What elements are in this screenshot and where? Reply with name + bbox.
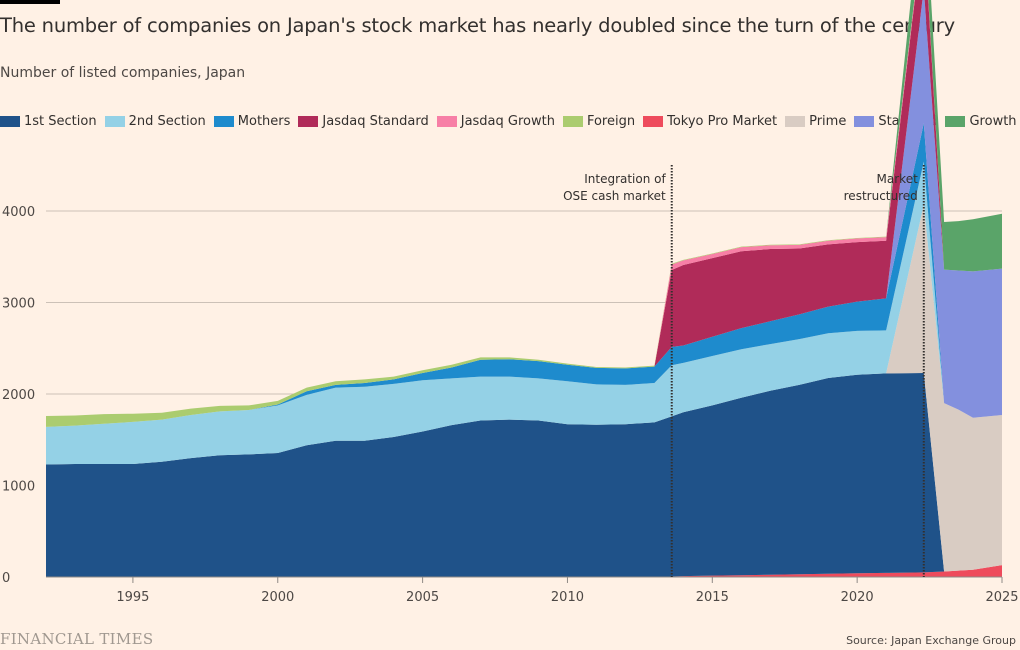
legend-swatch: [945, 116, 966, 127]
annotation-label: restructured: [844, 189, 918, 203]
legend-item-mothers: Mothers: [213, 114, 291, 129]
legend-label: 1st Section: [24, 114, 97, 129]
y-tick-label: 1000: [2, 480, 35, 495]
area-jasdaq-standard: [654, 0, 945, 367]
legend-label: Mothers: [237, 114, 291, 129]
legend-item-jasdaq-standard: Jasdaq Standard: [298, 114, 429, 129]
area-mothers: [248, 123, 945, 410]
annotations: Integration of OSE cash market Market restr…: [563, 165, 925, 577]
y-tick-label: 4000: [2, 205, 35, 220]
ft-brand-bar: [0, 0, 60, 4]
legend-label: Growth: [969, 114, 1017, 129]
x-axis: 1995 2000 2005 2010 2015 2020 2025: [46, 576, 1019, 605]
legend-item-2nd-section: 2nd Section: [104, 114, 206, 129]
legend-label: 2nd Section: [128, 114, 206, 129]
x-tick-label: 2025: [985, 590, 1018, 605]
chart-legend: 1st Section 2nd Section Mothers Jasdaq Stan…: [0, 114, 1020, 129]
y-tick-label: 2000: [2, 388, 35, 403]
legend-swatch: [436, 116, 457, 127]
legend-item-jasdaq-growth: Jasdaq Growth: [436, 114, 555, 129]
legend-swatch: [785, 116, 806, 127]
x-tick-label: 2010: [551, 590, 584, 605]
annotation-label: Market: [877, 172, 919, 186]
x-tick-label: 1995: [116, 590, 149, 605]
legend-item-1st-section: 1st Section: [0, 114, 97, 129]
area-2nd-section: [46, 161, 945, 465]
area-1st-section: [46, 373, 945, 577]
y-tick-label: 3000: [2, 297, 35, 312]
area-series: [46, 0, 1002, 577]
legend-item-foreign: Foreign: [562, 114, 636, 129]
chart-title: The number of companies on Japan's stock…: [0, 14, 955, 37]
legend-swatch: [0, 116, 20, 127]
legend-label: Jasdaq Standard: [322, 114, 429, 129]
y-axis: 0 1000 2000 3000 4000: [2, 205, 35, 586]
area-tokyo-pro-market: [654, 565, 1002, 577]
x-tick-label: 2000: [261, 590, 294, 605]
legend-swatch: [104, 116, 125, 127]
area-growth: [886, 0, 1002, 272]
legend-label: Foreign: [586, 114, 636, 129]
annotation-label: Integration of: [584, 172, 666, 186]
legend-swatch: [298, 116, 319, 127]
legend-swatch: [562, 116, 583, 127]
legend-swatch: [643, 116, 664, 127]
legend-label: Jasdaq Growth: [460, 114, 555, 129]
legend-swatch: [213, 116, 234, 127]
x-tick-label: 2015: [696, 590, 729, 605]
legend-label: Prime: [809, 114, 847, 129]
ft-logo-text: FINANCIAL TIMES: [0, 630, 154, 648]
x-tick-label: 2020: [841, 590, 874, 605]
source-note: Source: Japan Exchange Group: [846, 634, 1016, 647]
y-tick-label: 0: [2, 571, 10, 586]
annotation-label: OSE cash market: [563, 189, 666, 203]
legend-swatch: [854, 116, 875, 127]
legend-item-tokyo-pro-market: Tokyo Pro Market: [643, 114, 777, 129]
area-prime: [886, 204, 1002, 572]
area-standard: [886, 0, 1002, 418]
legend-label: Tokyo Pro Market: [667, 114, 778, 129]
legend-item-growth: Growth: [945, 114, 1017, 129]
chart-subtitle: Number of listed companies, Japan: [0, 65, 246, 81]
legend-item-prime: Prime: [785, 114, 846, 129]
x-tick-label: 2005: [406, 590, 439, 605]
